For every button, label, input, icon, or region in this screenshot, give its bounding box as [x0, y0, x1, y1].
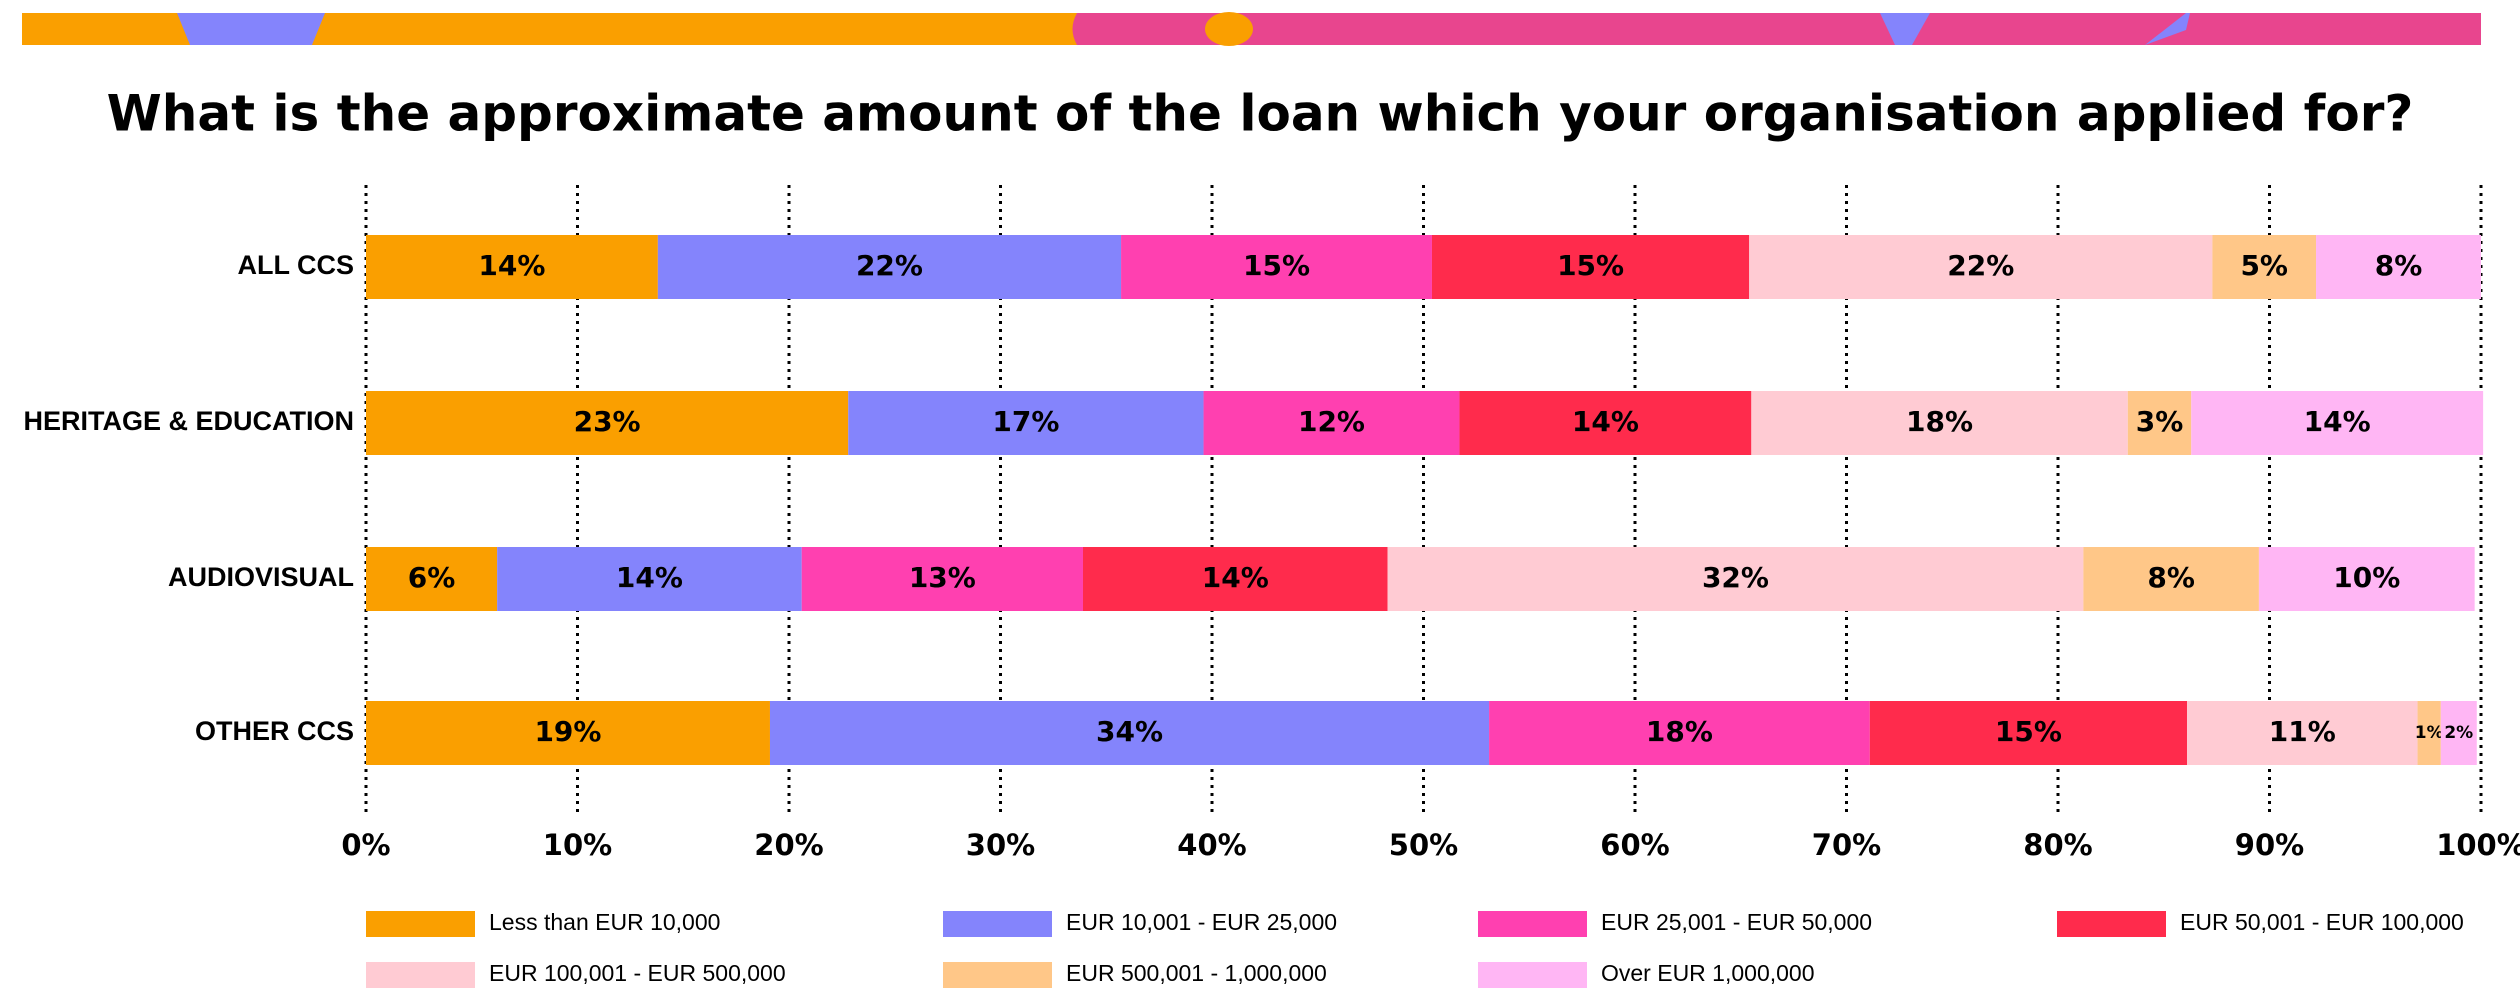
x-tick-label: 70%: [1812, 828, 1881, 862]
value-label: 19%: [534, 715, 601, 748]
decorative-banner: [22, 12, 2481, 46]
value-label: 17%: [992, 405, 1059, 438]
bar-segment: [1082, 547, 1388, 611]
bar-segment: [2191, 391, 2484, 455]
bar-segment: [801, 547, 1083, 611]
value-label: 8%: [2147, 561, 2195, 594]
value-label: 22%: [1947, 249, 2014, 282]
value-label: 8%: [2375, 249, 2423, 282]
value-label: 18%: [1646, 715, 1713, 748]
bar-segment: [2440, 701, 2477, 765]
x-tick-label: 90%: [2235, 828, 2304, 862]
bar-segment: [2417, 701, 2441, 765]
value-label: 34%: [1096, 715, 1163, 748]
legend-swatch: [943, 911, 1052, 937]
bar-segment: [366, 391, 849, 455]
bar-segment: [1121, 235, 1432, 299]
legend-label: EUR 25,001 - EUR 50,000: [1601, 909, 1872, 935]
category-label: AUDIOVISUAL: [168, 562, 354, 592]
value-label: 14%: [1572, 405, 1639, 438]
legend-swatch: [1478, 962, 1587, 988]
bar-segment: [1203, 391, 1460, 455]
bar-segment: [1869, 701, 2188, 765]
value-label: 18%: [1906, 405, 1973, 438]
value-label: 15%: [1557, 249, 1624, 282]
value-label: 15%: [1243, 249, 1310, 282]
value-label: 12%: [1298, 405, 1365, 438]
x-tick-label: 0%: [341, 828, 390, 862]
category-label: OTHER CCS: [195, 716, 354, 746]
bar-segment: [2316, 235, 2481, 299]
legend-label: Less than EUR 10,000: [489, 909, 720, 935]
bar-segment: [1751, 391, 2128, 455]
bar-segment: [1387, 547, 2084, 611]
legend-label: EUR 50,001 - EUR 100,000: [2180, 909, 2464, 935]
value-label: 23%: [574, 405, 641, 438]
x-tick-label: 100%: [2436, 828, 2520, 862]
value-label: 10%: [2333, 561, 2400, 594]
bar-segment: [1489, 701, 1870, 765]
legend-label: Over EUR 1,000,000: [1601, 960, 1815, 986]
bar-segment: [366, 547, 498, 611]
value-label: 22%: [856, 249, 923, 282]
bar-segment: [2258, 547, 2475, 611]
chart-title: What is the approximate amount of the lo…: [107, 85, 2414, 143]
bar-segment: [2083, 547, 2259, 611]
legend-label: EUR 10,001 - EUR 25,000: [1066, 909, 1337, 935]
category-label: ALL CCS: [237, 250, 354, 280]
x-tick-label: 10%: [543, 828, 612, 862]
legend-label: EUR 500,001 - 1,000,000: [1066, 960, 1327, 986]
x-tick-label: 50%: [1389, 828, 1458, 862]
value-label: 13%: [909, 561, 976, 594]
value-label: 1%: [2415, 723, 2444, 743]
value-label: 6%: [408, 561, 456, 594]
legend-swatch: [366, 962, 475, 988]
value-label: 2%: [2444, 723, 2473, 743]
legend-swatch: [2057, 911, 2166, 937]
bar-segment: [497, 547, 802, 611]
value-label: 14%: [616, 561, 683, 594]
bar-segment: [1749, 235, 2213, 299]
value-label: 5%: [2240, 249, 2288, 282]
bar-segment: [848, 391, 1204, 455]
x-tick-label: 80%: [2023, 828, 2092, 862]
bar-segment: [2212, 235, 2317, 299]
value-label: 15%: [1995, 715, 2062, 748]
bar-segment: [769, 701, 1490, 765]
x-tick-label: 20%: [754, 828, 823, 862]
value-label: 32%: [1702, 561, 1769, 594]
legend-label: EUR 100,001 - EUR 500,000: [489, 960, 786, 986]
value-label: 3%: [2136, 405, 2184, 438]
bar-segment: [1431, 235, 1750, 299]
bar-segment: [2127, 391, 2192, 455]
bar-segment: [366, 701, 770, 765]
x-tick-label: 60%: [1600, 828, 1669, 862]
legend-swatch: [1478, 911, 1587, 937]
legend-swatch: [366, 911, 475, 937]
legend-swatch: [943, 962, 1052, 988]
bar-segment: [2187, 701, 2418, 765]
x-tick-label: 30%: [966, 828, 1035, 862]
value-label: 14%: [478, 249, 545, 282]
category-label: HERITAGE & EDUCATION: [24, 406, 355, 436]
value-label: 14%: [1202, 561, 1269, 594]
bar-segment: [1459, 391, 1752, 455]
x-tick-label: 40%: [1177, 828, 1246, 862]
bar-segment: [657, 235, 1122, 299]
bar-segment: [366, 235, 658, 299]
value-label: 11%: [2269, 715, 2336, 748]
value-label: 14%: [2304, 405, 2371, 438]
